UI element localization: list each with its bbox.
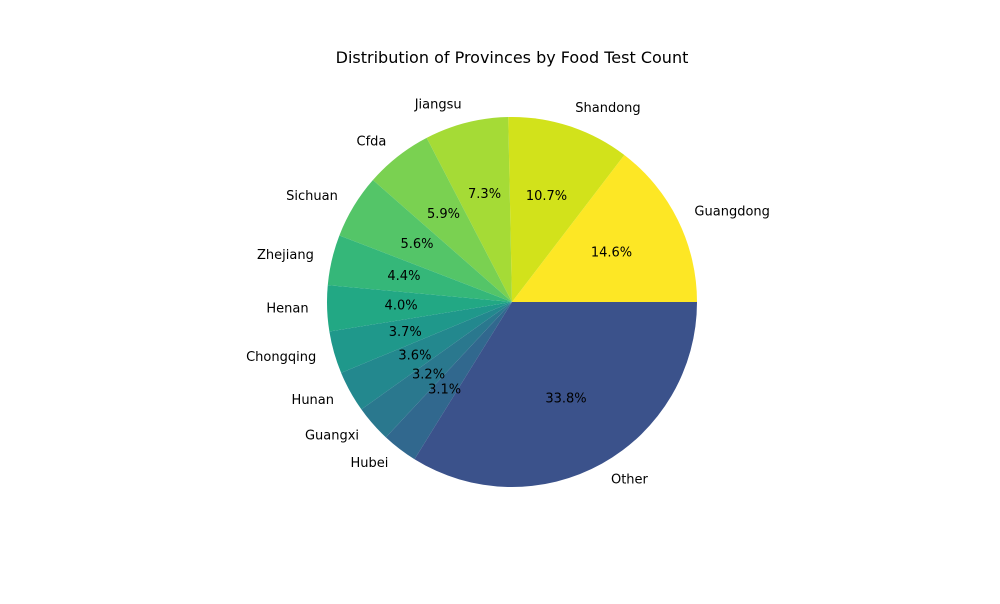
slice-label-jiangsu: Jiangsu	[414, 97, 462, 112]
pie-slice-chongqing	[329, 302, 512, 373]
slice-label-zhejiang: Zhejiang	[257, 248, 314, 263]
labels-layer: Guangdong 14.6% Shandong 10.7% Jiangsu 7.3% Cf…	[246, 97, 770, 487]
slice-label-guangxi: Guangxi	[305, 429, 359, 444]
slice-percent-zhejiang: 4.4%	[387, 269, 420, 284]
slice-label-shandong: Shandong	[575, 101, 640, 116]
slice-label-chongqing: Chongqing	[246, 350, 316, 365]
pie-slice-henan	[326, 285, 512, 332]
slice-percent-jiangsu: 7.3%	[468, 187, 501, 202]
slice-label-henan: Henan	[266, 302, 308, 317]
slice-percent-other: 33.8%	[545, 391, 586, 406]
slice-percent-hubei: 3.1%	[428, 383, 461, 398]
pie-slice-guangdong	[512, 155, 697, 302]
pie-slice-zhejiang	[327, 235, 512, 302]
slice-label-guangdong: Guangdong	[694, 204, 769, 219]
pie-slice-shandong	[508, 117, 625, 302]
slice-percent-henan: 4.0%	[385, 298, 418, 313]
slice-percent-sichuan: 5.6%	[401, 237, 434, 252]
slice-label-hubei: Hubei	[351, 456, 389, 471]
slice-label-cfda: Cfda	[357, 134, 387, 149]
slice-label-hunan: Hunan	[292, 393, 334, 408]
slice-percent-chongqing: 3.7%	[389, 325, 422, 340]
chart-title: Distribution of Provinces by Food Test C…	[336, 48, 689, 67]
slice-percent-cfda: 5.9%	[427, 207, 460, 222]
slice-label-sichuan: Sichuan	[286, 189, 338, 204]
slice-percent-shandong: 10.7%	[526, 189, 567, 204]
slice-percent-hunan: 3.6%	[398, 348, 431, 363]
slice-percent-guangxi: 3.2%	[412, 368, 445, 383]
pie-slice-hubei	[385, 302, 512, 460]
pie-slice-sichuan	[339, 179, 512, 302]
pie-slice-guangxi	[361, 302, 512, 438]
slices-layer	[326, 117, 697, 488]
pie-slice-cfda	[372, 137, 512, 302]
slice-label-other: Other	[611, 472, 649, 487]
pie-slice-other	[414, 302, 697, 488]
slice-percent-guangdong: 14.6%	[591, 245, 632, 260]
pie-slice-jiangsu	[426, 117, 512, 302]
pie-slice-hunan	[341, 302, 512, 410]
